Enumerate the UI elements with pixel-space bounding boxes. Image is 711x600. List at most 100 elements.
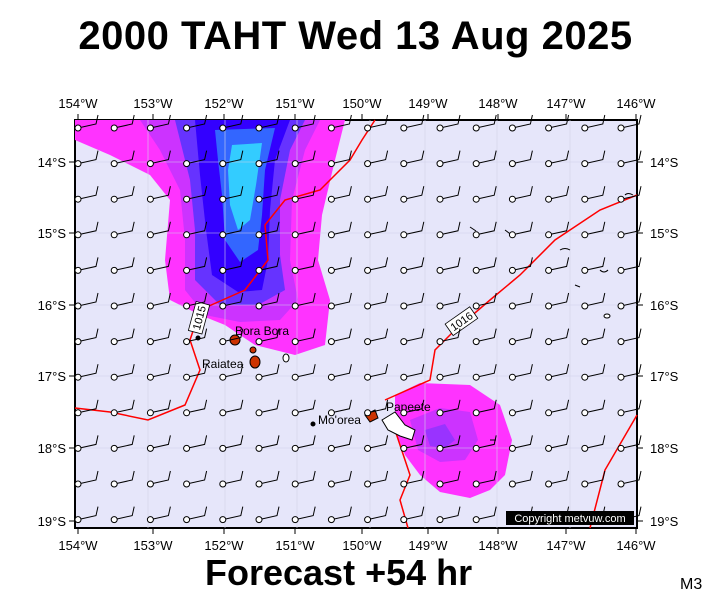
wind-barb xyxy=(545,435,570,452)
longitude-labels-bottom: 154°W 153°W 152°W 151°W 150°W 149°W 148°… xyxy=(58,538,656,553)
lat-label-right: 16°S xyxy=(650,298,679,313)
wind-barb xyxy=(508,292,533,310)
wind-barb xyxy=(183,399,208,417)
wind-barb xyxy=(508,364,533,381)
wind-barb xyxy=(146,506,171,524)
wind-barb xyxy=(364,292,389,310)
place-bora-bora: Bora Bora xyxy=(235,324,289,338)
wind-barb xyxy=(291,186,316,203)
wind-barb xyxy=(74,221,99,239)
tuamotu-atoll-4 xyxy=(603,313,611,319)
copyright-text: Copyright metvuw.com xyxy=(514,513,625,525)
wind-barb xyxy=(400,435,425,452)
wind-barb xyxy=(74,364,99,381)
wind-barb xyxy=(400,328,425,346)
wind-barb xyxy=(436,292,461,310)
wind-barb xyxy=(74,257,99,274)
lat-label-left: 15°S xyxy=(38,226,67,241)
wind-barb xyxy=(255,257,280,274)
wind-barb xyxy=(327,221,352,239)
lon-label-bottom: 146°W xyxy=(616,538,656,553)
wind-barb xyxy=(183,150,208,168)
wind-barb xyxy=(617,328,642,346)
wind-barb xyxy=(327,292,352,310)
wind-barb xyxy=(545,150,570,168)
wind-barb xyxy=(581,399,606,417)
wind-barb xyxy=(146,150,171,168)
wind-barb xyxy=(255,221,280,239)
wind-barb xyxy=(74,292,99,310)
wind-barb xyxy=(472,364,497,381)
wind-barb xyxy=(219,114,244,132)
lon-label-top: 148°W xyxy=(478,96,518,111)
wind-barb xyxy=(400,364,425,381)
wind-barb xyxy=(291,470,316,488)
wind-barb xyxy=(617,292,642,310)
wind-barb xyxy=(508,470,533,488)
wind-barb xyxy=(436,506,461,524)
lat-label-right: 18°S xyxy=(650,441,679,456)
wind-barb xyxy=(291,399,316,417)
wind-barb xyxy=(581,186,606,203)
lon-label-bottom: 152°W xyxy=(204,538,244,553)
wind-barb xyxy=(436,399,461,417)
wind-barb xyxy=(146,186,171,203)
model-tag: M3 xyxy=(680,576,703,593)
lon-label-bottom: 147°W xyxy=(546,538,586,553)
tuamotu-atoll-5 xyxy=(469,226,477,232)
wind-barb xyxy=(291,506,316,524)
wind-barb xyxy=(617,114,642,132)
wind-barb xyxy=(545,221,570,239)
copyright-box xyxy=(506,511,634,525)
wind-barb xyxy=(436,257,461,274)
isobar-1016 xyxy=(384,194,638,401)
wind-barb xyxy=(327,257,352,274)
map-title: 2000 TAHT Wed 13 Aug 2025 xyxy=(78,14,633,58)
tuamotu-atoll-3 xyxy=(624,193,634,196)
wind-barb xyxy=(436,435,461,452)
lat-label-right: 17°S xyxy=(650,369,679,384)
wind-barb xyxy=(183,292,208,310)
wind-barb xyxy=(581,364,606,381)
wind-barb xyxy=(364,399,389,417)
wind-barb xyxy=(255,150,280,168)
place-moorea: Mo'orea xyxy=(318,413,361,427)
isobar-south-1 xyxy=(394,429,411,529)
wind-barb xyxy=(183,221,208,239)
forecast-label: Forecast +54 hr xyxy=(205,552,473,593)
wind-barb xyxy=(327,506,352,524)
wind-barb xyxy=(146,470,171,488)
wind-barb xyxy=(364,186,389,203)
graticule xyxy=(75,120,637,528)
wind-barb xyxy=(291,328,316,346)
lat-label-left: 18°S xyxy=(38,441,67,456)
wind-barb xyxy=(219,506,244,524)
wind-barb xyxy=(617,150,642,168)
latitude-labels-left: 14°S 15°S 16°S 17°S 18°S 19°S xyxy=(38,155,67,529)
wind-barb xyxy=(110,435,135,452)
wind-barb xyxy=(327,364,352,381)
wind-barb xyxy=(400,399,425,417)
lon-label-bottom: 153°W xyxy=(133,538,173,553)
wind-barb xyxy=(508,399,533,417)
wind-barb xyxy=(617,257,642,274)
tuamotu-atoll-2 xyxy=(599,269,609,273)
wind-barb xyxy=(110,328,135,346)
wind-barb xyxy=(219,435,244,452)
wind-barb xyxy=(436,364,461,381)
wind-barb xyxy=(183,328,208,346)
wind-barb xyxy=(219,221,244,239)
wind-barb xyxy=(472,150,497,168)
wind-barb xyxy=(110,257,135,274)
wind-barb xyxy=(219,364,244,381)
wind-barb xyxy=(146,435,171,452)
lat-label-left: 19°S xyxy=(38,514,67,529)
wind-barb xyxy=(219,186,244,203)
lon-label-bottom: 151°W xyxy=(275,538,315,553)
lon-label-top: 150°W xyxy=(342,96,382,111)
wind-barb xyxy=(364,328,389,346)
wind-barb xyxy=(508,186,533,203)
wind-barb xyxy=(436,470,461,488)
wind-barb xyxy=(255,328,280,346)
wind-barb xyxy=(291,221,316,239)
